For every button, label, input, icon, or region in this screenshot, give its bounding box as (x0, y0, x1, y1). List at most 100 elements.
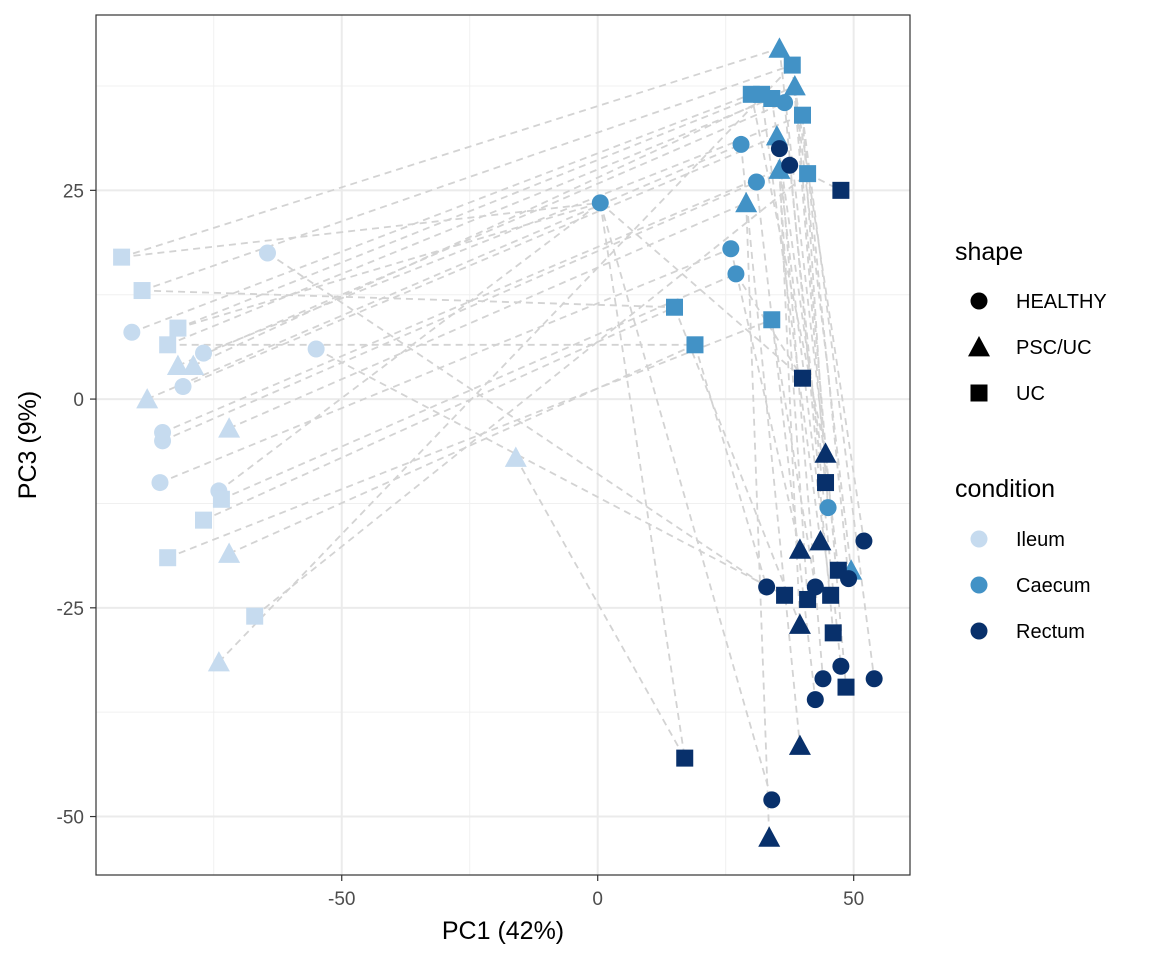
connector-line (315, 348, 785, 597)
data-point (218, 417, 241, 438)
data-point (722, 240, 740, 258)
legend-key-caecum (970, 576, 988, 594)
data-point (307, 340, 325, 358)
data-point (735, 191, 758, 213)
connector-line (177, 101, 785, 367)
y-tick-label: -50 (57, 808, 84, 829)
connector-line (729, 248, 801, 550)
data-point (855, 532, 873, 550)
connector-line (778, 148, 824, 679)
connector-line (218, 64, 793, 663)
data-point (758, 826, 781, 847)
connector-line (775, 136, 809, 600)
data-point (781, 156, 799, 174)
legend-label: Rectum (1016, 621, 1085, 643)
data-point (829, 561, 847, 579)
connector-line (599, 202, 773, 801)
data-point (793, 106, 811, 124)
data-point (788, 538, 811, 559)
connector-line (192, 85, 796, 367)
legend-label: PSC/UC (1016, 337, 1092, 359)
legend-label: UC (1016, 383, 1045, 405)
connector-line (778, 169, 801, 625)
data-point (783, 74, 806, 96)
connector-line (801, 115, 850, 579)
data-point (824, 624, 842, 642)
data-point (799, 590, 817, 608)
data-point (504, 446, 527, 467)
data-point (732, 135, 750, 153)
data-point (259, 244, 277, 262)
data-point (776, 94, 794, 112)
data-point (195, 344, 213, 362)
data-point (166, 354, 189, 376)
x-tick-label: 0 (592, 889, 603, 910)
data-point (817, 474, 835, 492)
connector-line (745, 202, 771, 838)
data-point (169, 319, 187, 337)
data-point (676, 749, 694, 767)
data-point (133, 282, 151, 300)
connector-line (254, 172, 809, 617)
legend-title-shape: shape (955, 238, 1023, 266)
connector-line (267, 252, 768, 588)
legend: shape HEALTHY PSC/UC UC condition Ileum Caecum… (955, 238, 1107, 643)
legend-label: HEALTHY (1016, 291, 1107, 313)
data-point (666, 298, 684, 316)
connector-line (760, 94, 822, 542)
connector-line (791, 65, 829, 508)
connector-line (159, 247, 732, 484)
data-point (763, 791, 781, 809)
data-point (793, 369, 811, 387)
legend-label: Ileum (1016, 529, 1065, 551)
data-point (768, 37, 791, 58)
connector-line (740, 144, 801, 746)
connector-line (791, 64, 853, 571)
data-point (814, 442, 837, 463)
data-point (822, 586, 840, 604)
data-point (747, 173, 765, 191)
y-tick-label: -25 (57, 599, 84, 620)
legend-key-circle (970, 292, 988, 310)
data-point (765, 125, 788, 146)
data-point (727, 265, 745, 283)
data-point (806, 691, 824, 709)
connector-line (177, 202, 601, 329)
data-point (770, 140, 788, 158)
data-point (159, 549, 177, 567)
data-point (768, 158, 791, 179)
data-point (113, 248, 131, 266)
data-point (159, 336, 177, 354)
data-point (591, 194, 609, 212)
connector-line (221, 273, 737, 501)
legend-key-triangle (968, 336, 990, 357)
connector-line (167, 318, 773, 559)
connector-line (162, 168, 780, 434)
data-point (207, 651, 230, 672)
panel-border (95, 14, 911, 876)
data-point (788, 613, 811, 634)
connector-line (770, 319, 817, 588)
x-tick-label: -50 (328, 889, 355, 910)
data-point (195, 511, 213, 529)
connector-line (793, 85, 865, 542)
connector-line (755, 181, 817, 700)
data-point (814, 670, 832, 688)
data-points (113, 37, 883, 847)
legend-key-square (970, 384, 988, 402)
data-point (837, 678, 855, 696)
x-axis-title: PC1 (42%) (442, 917, 564, 945)
data-point (151, 474, 169, 492)
y-axis-title: PC3 (9%) (14, 391, 42, 499)
data-point (783, 56, 801, 74)
data-point (819, 499, 837, 517)
connector-line (673, 306, 801, 625)
axes: -50 0 50 -50 -25 0 25 (57, 181, 865, 910)
data-point (788, 734, 811, 755)
data-point (758, 578, 776, 596)
data-point (246, 607, 264, 625)
data-point (136, 388, 159, 409)
data-point (686, 336, 704, 354)
connector-line (121, 201, 601, 259)
